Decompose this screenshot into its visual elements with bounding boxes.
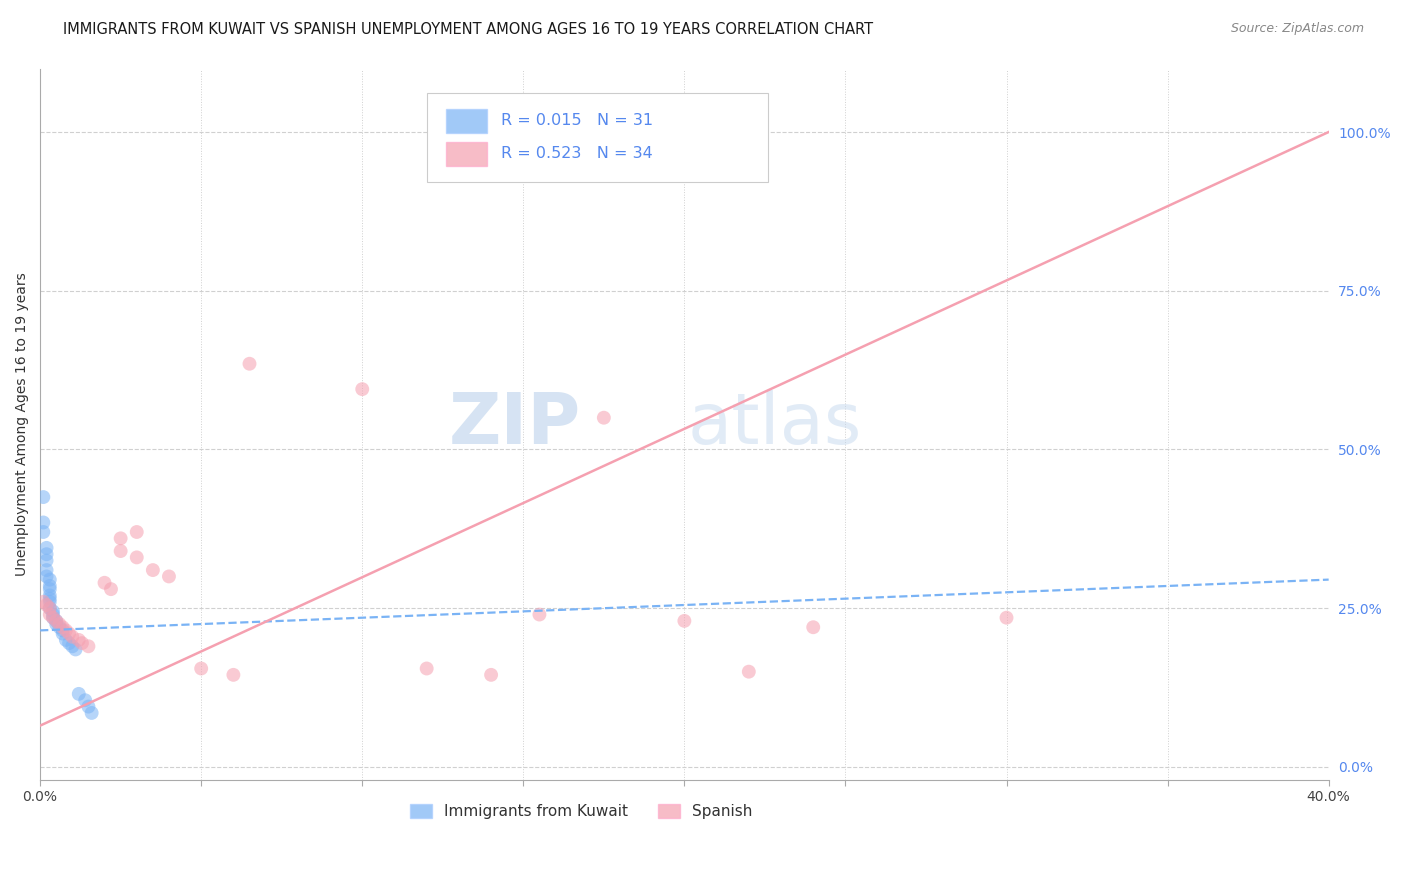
Point: [38, 573, 60, 587]
Point: [38, 595, 60, 609]
Point: [52, 626, 75, 640]
Point: [35, 598, 58, 612]
Point: [42, 610, 65, 624]
Point: [190, 661, 212, 675]
FancyBboxPatch shape: [446, 143, 488, 166]
Point: [142, 563, 165, 577]
Point: [38, 589, 60, 603]
Point: [110, 544, 132, 558]
Point: [65, 642, 87, 657]
Text: Source: ZipAtlas.com: Source: ZipAtlas.com: [1230, 22, 1364, 36]
Point: [80, 706, 103, 720]
Point: [995, 610, 1018, 624]
Point: [738, 665, 761, 679]
Point: [35, 563, 58, 577]
Point: [415, 661, 437, 675]
Point: [157, 569, 180, 583]
Point: [77, 699, 100, 714]
Point: [352, 382, 374, 396]
FancyBboxPatch shape: [446, 109, 488, 133]
Point: [45, 617, 67, 632]
Point: [35, 569, 58, 583]
Legend: Immigrants from Kuwait, Spanish: Immigrants from Kuwait, Spanish: [404, 798, 758, 825]
Point: [38, 601, 60, 615]
Point: [75, 693, 97, 707]
Point: [67, 687, 90, 701]
Point: [48, 617, 70, 632]
Point: [592, 410, 614, 425]
Point: [42, 604, 65, 618]
Point: [58, 626, 80, 640]
Point: [529, 607, 551, 622]
Point: [93, 575, 115, 590]
Y-axis label: Unemployment Among Ages 16 to 19 years: Unemployment Among Ages 16 to 19 years: [15, 272, 30, 576]
Text: R = 0.015   N = 31: R = 0.015 N = 31: [502, 113, 654, 128]
Text: IMMIGRANTS FROM KUWAIT VS SPANISH UNEMPLOYMENT AMONG AGES 16 TO 19 YEARS CORRELA: IMMIGRANTS FROM KUWAIT VS SPANISH UNEMPL…: [63, 22, 873, 37]
Point: [38, 591, 60, 606]
Point: [222, 668, 245, 682]
Point: [238, 357, 260, 371]
Point: [32, 490, 55, 504]
Point: [55, 624, 77, 638]
Point: [58, 636, 80, 650]
Point: [38, 582, 60, 596]
Point: [42, 607, 65, 622]
Point: [35, 541, 58, 555]
Point: [32, 516, 55, 530]
Point: [55, 632, 77, 647]
Point: [67, 632, 90, 647]
Point: [60, 640, 83, 654]
Point: [110, 532, 132, 546]
Point: [52, 624, 75, 638]
Text: R = 0.523   N = 34: R = 0.523 N = 34: [502, 146, 654, 161]
Text: atlas: atlas: [688, 390, 862, 458]
Point: [60, 630, 83, 644]
Point: [70, 636, 93, 650]
Point: [35, 553, 58, 567]
Point: [38, 579, 60, 593]
Point: [801, 620, 824, 634]
Point: [479, 668, 502, 682]
Text: ZIP: ZIP: [449, 390, 581, 458]
Point: [52, 620, 75, 634]
Point: [125, 524, 148, 539]
Point: [125, 550, 148, 565]
Point: [35, 547, 58, 561]
FancyBboxPatch shape: [426, 94, 768, 182]
Point: [45, 614, 67, 628]
Point: [48, 620, 70, 634]
Point: [42, 610, 65, 624]
Point: [32, 595, 55, 609]
Point: [45, 614, 67, 628]
Point: [77, 640, 100, 654]
Point: [38, 607, 60, 622]
Point: [673, 614, 696, 628]
Point: [32, 524, 55, 539]
Point: [38, 601, 60, 615]
Point: [100, 582, 122, 596]
